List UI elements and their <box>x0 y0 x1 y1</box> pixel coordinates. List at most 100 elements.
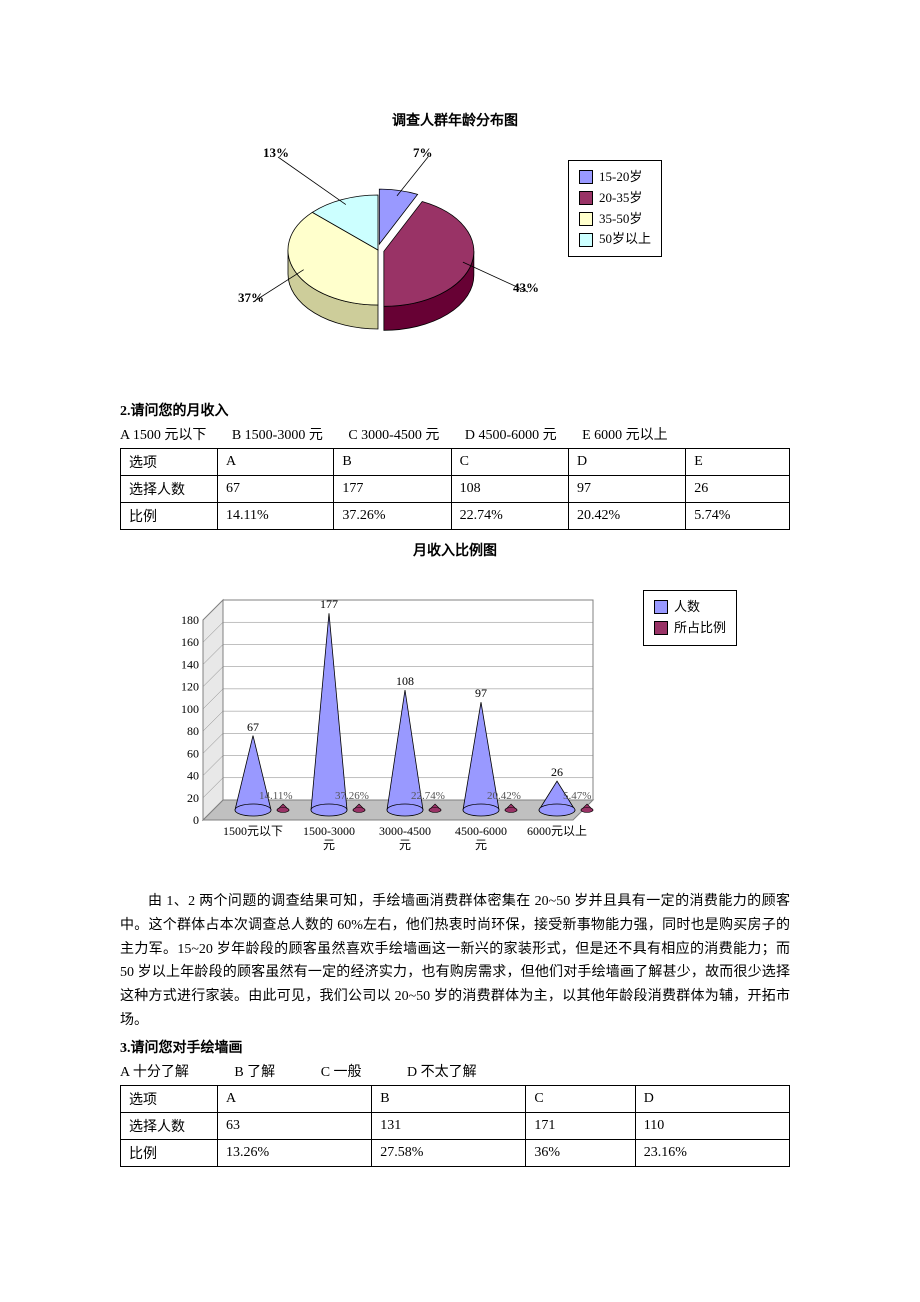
cone-pct-label: 14.11% <box>259 790 293 802</box>
legend-label: 人数 <box>674 597 700 618</box>
q2-opt: C 3000-4500 元 <box>348 424 439 444</box>
q3-opt: B 了解 <box>234 1061 275 1081</box>
table-cell: 36% <box>526 1139 635 1166</box>
table-row-label: 比例 <box>121 1139 218 1166</box>
table-cell: D <box>568 449 685 476</box>
cone-legend: 人数所占比例 <box>643 590 737 646</box>
legend-row: 人数 <box>654 597 726 618</box>
cone-value-label: 26 <box>532 765 582 780</box>
cone-category-label: 6000元以上 <box>521 824 593 838</box>
cone-value-label: 67 <box>228 720 278 735</box>
analysis-paragraph: 由 1、2 两个问题的调查结果可知，手绘墙画消费群体密集在 20~50 岁并且具… <box>120 890 790 1033</box>
cone-value-label: 97 <box>456 686 506 701</box>
q2-table: 选项ABCDE选择人数671771089726比例14.11%37.26%22.… <box>120 448 790 530</box>
cone-category-label: 3000-4500元 <box>369 824 441 853</box>
cone-pct-label: 37.26% <box>335 790 369 802</box>
table-cell: 171 <box>526 1112 635 1139</box>
table-cell: E <box>686 449 790 476</box>
legend-label: 所占比例 <box>674 618 726 639</box>
table-cell: A <box>218 449 334 476</box>
pie-chart: 7%43%37%13% <box>248 150 508 350</box>
legend-row: 35-50岁 <box>579 209 651 230</box>
q2-heading: 2.请问您的月收入 <box>120 400 790 420</box>
q3-table: 选项ABCD 选择人数63131171110 比例13.26%27.58%36%23… <box>120 1085 790 1167</box>
table-cell: 20.42% <box>568 503 685 530</box>
pie-pct-label: 13% <box>263 145 289 161</box>
legend-label: 20-35岁 <box>599 188 642 209</box>
q2-opt: E 6000 元以上 <box>582 424 668 444</box>
legend-swatch <box>579 191 593 205</box>
svg-text:160: 160 <box>181 635 199 649</box>
table-cell: 14.11% <box>218 503 334 530</box>
pie-title: 调查人群年龄分布图 <box>120 110 790 130</box>
svg-text:0: 0 <box>193 813 199 827</box>
table-cell: D <box>635 1085 789 1112</box>
table-cell: 67 <box>218 476 334 503</box>
q2-options: A 1500 元以下 B 1500-3000 元 C 3000-4500 元 D… <box>120 424 790 444</box>
cone-pct-label: 5.47% <box>563 790 591 802</box>
svg-text:20: 20 <box>187 791 199 805</box>
pie-legend: 15-20岁20-35岁35-50岁50岁以上 <box>568 160 662 257</box>
svg-text:40: 40 <box>187 769 199 783</box>
cone-chart-region: 020406080100120140160180 6714.11%1500元以下… <box>120 580 790 860</box>
svg-text:60: 60 <box>187 746 199 760</box>
table-cell: 13.26% <box>218 1139 372 1166</box>
pie-svg <box>248 150 508 350</box>
q3-opt: C 一般 <box>321 1061 362 1081</box>
legend-label: 15-20岁 <box>599 167 642 188</box>
cone-category-label: 4500-6000元 <box>445 824 517 853</box>
svg-text:80: 80 <box>187 724 199 738</box>
table-cell: 22.74% <box>451 503 568 530</box>
legend-swatch <box>654 600 668 614</box>
table-cell: C <box>526 1085 635 1112</box>
legend-label: 50岁以上 <box>599 229 651 250</box>
table-row-label: 选项 <box>121 449 218 476</box>
svg-text:180: 180 <box>181 613 199 627</box>
cone-value-label: 108 <box>380 674 430 689</box>
legend-swatch <box>579 170 593 184</box>
cone-chart: 020406080100120140160180 6714.11%1500元以下… <box>173 580 603 860</box>
cone-title: 月收入比例图 <box>120 540 790 560</box>
q3-heading: 3.请问您对手绘墙画 <box>120 1037 790 1057</box>
table-cell: B <box>372 1085 526 1112</box>
table-cell: 63 <box>218 1112 372 1139</box>
table-cell: 27.58% <box>372 1139 526 1166</box>
pie-pct-label: 43% <box>513 280 539 296</box>
legend-row: 20-35岁 <box>579 188 651 209</box>
q2-opt: A 1500 元以下 <box>120 424 206 444</box>
table-cell: 97 <box>568 476 685 503</box>
legend-row: 50岁以上 <box>579 229 651 250</box>
q2-opt: D 4500-6000 元 <box>465 424 557 444</box>
table-cell: B <box>334 449 451 476</box>
cone-pct-label: 22.74% <box>411 790 445 802</box>
table-cell: 131 <box>372 1112 526 1139</box>
table-cell: 23.16% <box>635 1139 789 1166</box>
table-row-label: 选择人数 <box>121 476 218 503</box>
legend-swatch <box>654 621 668 635</box>
table-cell: 110 <box>635 1112 789 1139</box>
table-cell: C <box>451 449 568 476</box>
pie-pct-label: 37% <box>238 290 264 306</box>
legend-row: 所占比例 <box>654 618 726 639</box>
table-row-label: 选择人数 <box>121 1112 218 1139</box>
q3-opt: A 十分了解 <box>120 1061 189 1081</box>
q2-opt: B 1500-3000 元 <box>232 424 323 444</box>
table-cell: 26 <box>686 476 790 503</box>
svg-text:120: 120 <box>181 680 199 694</box>
legend-row: 15-20岁 <box>579 167 651 188</box>
table-row-label: 比例 <box>121 503 218 530</box>
cone-value-label: 177 <box>304 597 354 612</box>
table-cell: A <box>218 1085 372 1112</box>
q3-opt: D 不太了解 <box>407 1061 477 1081</box>
cone-pct-label: 20.42% <box>487 790 521 802</box>
legend-swatch <box>579 212 593 226</box>
table-cell: 108 <box>451 476 568 503</box>
legend-label: 35-50岁 <box>599 209 642 230</box>
svg-text:100: 100 <box>181 702 199 716</box>
legend-swatch <box>579 233 593 247</box>
table-row-label: 选项 <box>121 1085 218 1112</box>
table-cell: 37.26% <box>334 503 451 530</box>
q3-options: A 十分了解 B 了解 C 一般 D 不太了解 <box>120 1061 790 1081</box>
pie-chart-region: 7%43%37%13% 15-20岁20-35岁35-50岁50岁以上 <box>120 150 790 350</box>
cone-category-label: 1500元以下 <box>217 824 289 838</box>
